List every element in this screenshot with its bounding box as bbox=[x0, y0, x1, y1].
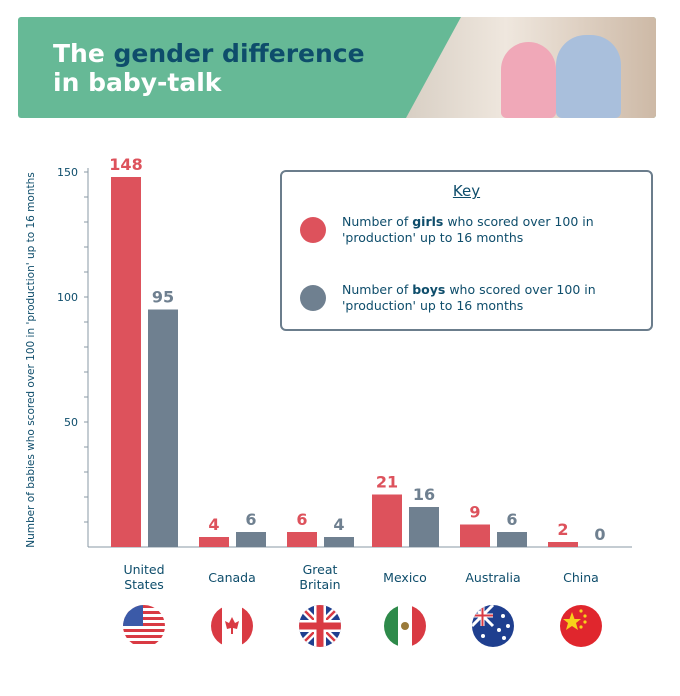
data-label: 95 bbox=[152, 288, 174, 307]
girls-dot-icon bbox=[300, 217, 326, 243]
legend-item-girls: Number of girls who scored over 100 in '… bbox=[300, 214, 622, 246]
legend: Key Number of girls who scored over 100 … bbox=[280, 170, 653, 331]
us-flag-icon bbox=[123, 605, 165, 647]
mexico-flag-icon bbox=[384, 605, 426, 647]
bar-girls bbox=[372, 494, 402, 547]
x-tick-label: Canada bbox=[208, 570, 256, 585]
data-label: 4 bbox=[208, 515, 219, 534]
australia-flag-icon bbox=[472, 605, 514, 647]
y-tick-label: 150 bbox=[57, 166, 78, 179]
data-label: 21 bbox=[376, 473, 398, 492]
bar-boys bbox=[236, 532, 266, 547]
data-label: 6 bbox=[506, 510, 517, 529]
legend-item-boys: Number of boys who scored over 100 in 'p… bbox=[300, 282, 622, 314]
bar-girls bbox=[548, 542, 578, 547]
data-label: 4 bbox=[333, 515, 344, 534]
bar-boys bbox=[324, 537, 354, 547]
data-label: 2 bbox=[557, 520, 568, 539]
y-axis-label: Number of babies who scored over 100 in … bbox=[25, 172, 37, 547]
y-tick-label: 50 bbox=[64, 416, 78, 429]
bar-girls bbox=[199, 537, 229, 547]
bar-boys bbox=[148, 309, 178, 547]
bar-boys bbox=[409, 507, 439, 547]
boys-dot-icon bbox=[300, 285, 326, 311]
x-tick-label: States bbox=[124, 577, 164, 592]
x-tick-label: Mexico bbox=[383, 570, 427, 585]
y-tick-label: 100 bbox=[57, 291, 78, 304]
x-tick-label: Britain bbox=[299, 577, 340, 592]
data-label: 148 bbox=[109, 155, 142, 174]
data-label: 6 bbox=[245, 510, 256, 529]
uk-flag-icon bbox=[299, 605, 341, 647]
page-title: The gender difference in baby-talk bbox=[53, 39, 365, 97]
canada-flag-icon bbox=[211, 605, 253, 647]
data-label: 6 bbox=[296, 510, 307, 529]
bar-boys bbox=[497, 532, 527, 547]
china-flag-icon bbox=[560, 605, 602, 647]
bar-girls bbox=[111, 177, 141, 547]
legend-title: Key bbox=[452, 182, 481, 200]
x-tick-label: China bbox=[563, 570, 599, 585]
x-tick-label: United bbox=[123, 562, 164, 577]
bar-girls bbox=[287, 532, 317, 547]
x-tick-label: Great bbox=[303, 562, 338, 577]
data-label: 16 bbox=[413, 485, 435, 504]
bar-girls bbox=[460, 524, 490, 547]
data-label: 9 bbox=[469, 503, 480, 522]
x-tick-label: Australia bbox=[465, 570, 520, 585]
header-banner: The gender difference in baby-talk bbox=[18, 17, 656, 118]
data-label: 0 bbox=[594, 525, 605, 544]
